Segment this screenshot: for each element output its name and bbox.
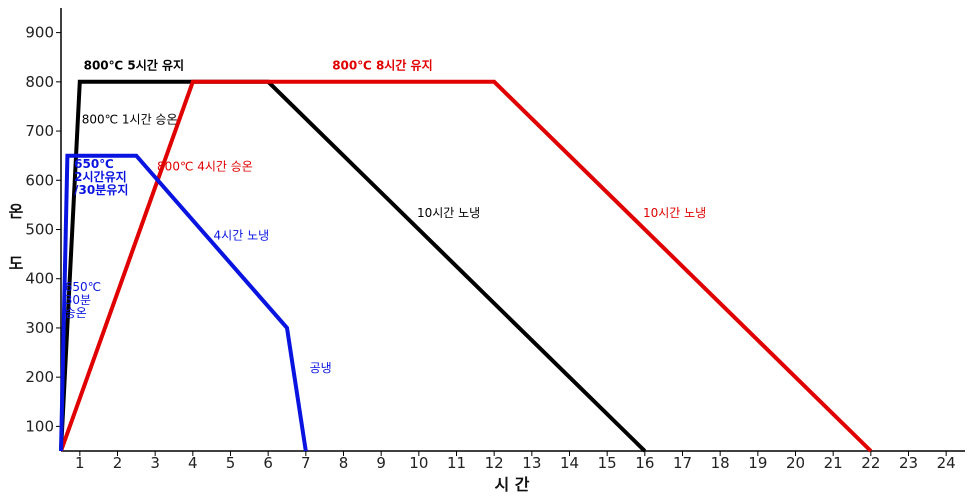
annotation-label: 800℃ 4시간 승온 [157, 159, 253, 173]
x-axis-title: 시 간 [494, 475, 529, 494]
x-tick-label: 2 [113, 454, 123, 472]
y-tick-label: 100 [25, 417, 54, 435]
y-tick-label: 200 [25, 368, 54, 386]
annotation-line: 650℃ [65, 280, 101, 294]
x-tick-label: 4 [188, 454, 198, 472]
y-tick-labels: 100 200 300 400 500 600 700 800 900 [25, 24, 61, 435]
annotation-line: /30분유지 [74, 182, 128, 197]
x-tick-label: 22 [861, 454, 880, 472]
x-tick-label: 20 [786, 454, 805, 472]
y-tick-label: 800 [25, 73, 54, 91]
annotations: 800℃ 5시간 유지 800℃ 8시간 유지 800℃ 1시간 승온 800℃ 4시… [65, 58, 706, 376]
annotation-line: 30분 [65, 293, 91, 307]
y-tick-label: 600 [25, 171, 54, 189]
annotation-label: 650℃ 30분 승온 [65, 280, 101, 320]
y-axis-title-line-2: 도 [9, 254, 24, 273]
y-tick-label: 700 [25, 122, 54, 140]
annotation-line: 4시간 노냉 [214, 228, 270, 242]
annotation-label: 10시간 노냉 [417, 206, 480, 220]
series-line-3 [59, 153, 308, 452]
annotation-line: 800℃ 1시간 승온 [82, 113, 178, 127]
annotation-label: 4시간 노냉 [214, 228, 270, 242]
x-tick-label: 9 [376, 454, 386, 472]
annotation-line: 공냉 [310, 361, 332, 375]
x-tick-label: 13 [522, 454, 541, 472]
series-lines [59, 79, 873, 453]
annotation-label: 800℃ 1시간 승온 [82, 113, 178, 127]
x-tick-label: 7 [301, 454, 311, 472]
axes [60, 8, 965, 452]
annotation-line: 10시간 노냉 [417, 206, 480, 220]
x-tick-labels: 1 2 3 4 5 6 7 8 9 10 11 12 13 14 15 16 17 18 19 20 21 22 23 24 [75, 451, 956, 472]
x-tick-label: 3 [150, 454, 160, 472]
x-tick-label: 11 [447, 454, 466, 472]
annotation-label: 공냉 [310, 361, 332, 375]
annotation-line: 800℃ 5시간 유지 [84, 58, 184, 73]
annotation-label: 10시간 노냉 [643, 206, 706, 220]
series-line-1 [59, 79, 647, 453]
annotation-line: 10시간 노냉 [643, 206, 706, 220]
x-tick-label: 23 [899, 454, 918, 472]
x-tick-label: 16 [635, 454, 654, 472]
annotation-line: 650℃ [74, 157, 114, 171]
annotation-label: 800℃ 5시간 유지 [84, 58, 184, 73]
y-tick-label: 300 [25, 319, 54, 337]
annotation-line: 승온 [65, 306, 87, 320]
annotation-line: 800℃ 8시간 유지 [332, 58, 432, 73]
x-tick-label: 21 [824, 454, 843, 472]
x-tick-label: 10 [409, 454, 428, 472]
x-tick-label: 18 [711, 454, 730, 472]
x-tick-label: 17 [673, 454, 692, 472]
x-tick-label: 12 [485, 454, 504, 472]
y-tick-label: 500 [25, 221, 54, 239]
y-tick-label: 900 [25, 24, 54, 42]
x-tick-label: 15 [598, 454, 617, 472]
series-line-2 [59, 79, 873, 453]
x-tick-label: 24 [937, 454, 956, 472]
x-tick-label: 14 [560, 454, 579, 472]
annotation-line: 2시간유지 [74, 169, 127, 184]
annotation-label: 650℃ 2시간유지/30분유지 [74, 157, 128, 197]
y-tick-label: 400 [25, 270, 54, 288]
x-tick-label: 19 [748, 454, 767, 472]
x-tick-label: 1 [75, 454, 85, 472]
x-tick-label: 8 [339, 454, 349, 472]
annotation-line: 800℃ 4시간 승온 [157, 159, 253, 173]
x-tick-label: 6 [263, 454, 273, 472]
annotation-label: 800℃ 8시간 유지 [332, 58, 432, 73]
x-tick-label: 5 [226, 454, 236, 472]
y-axis-title-line-1: 온 [9, 202, 24, 221]
